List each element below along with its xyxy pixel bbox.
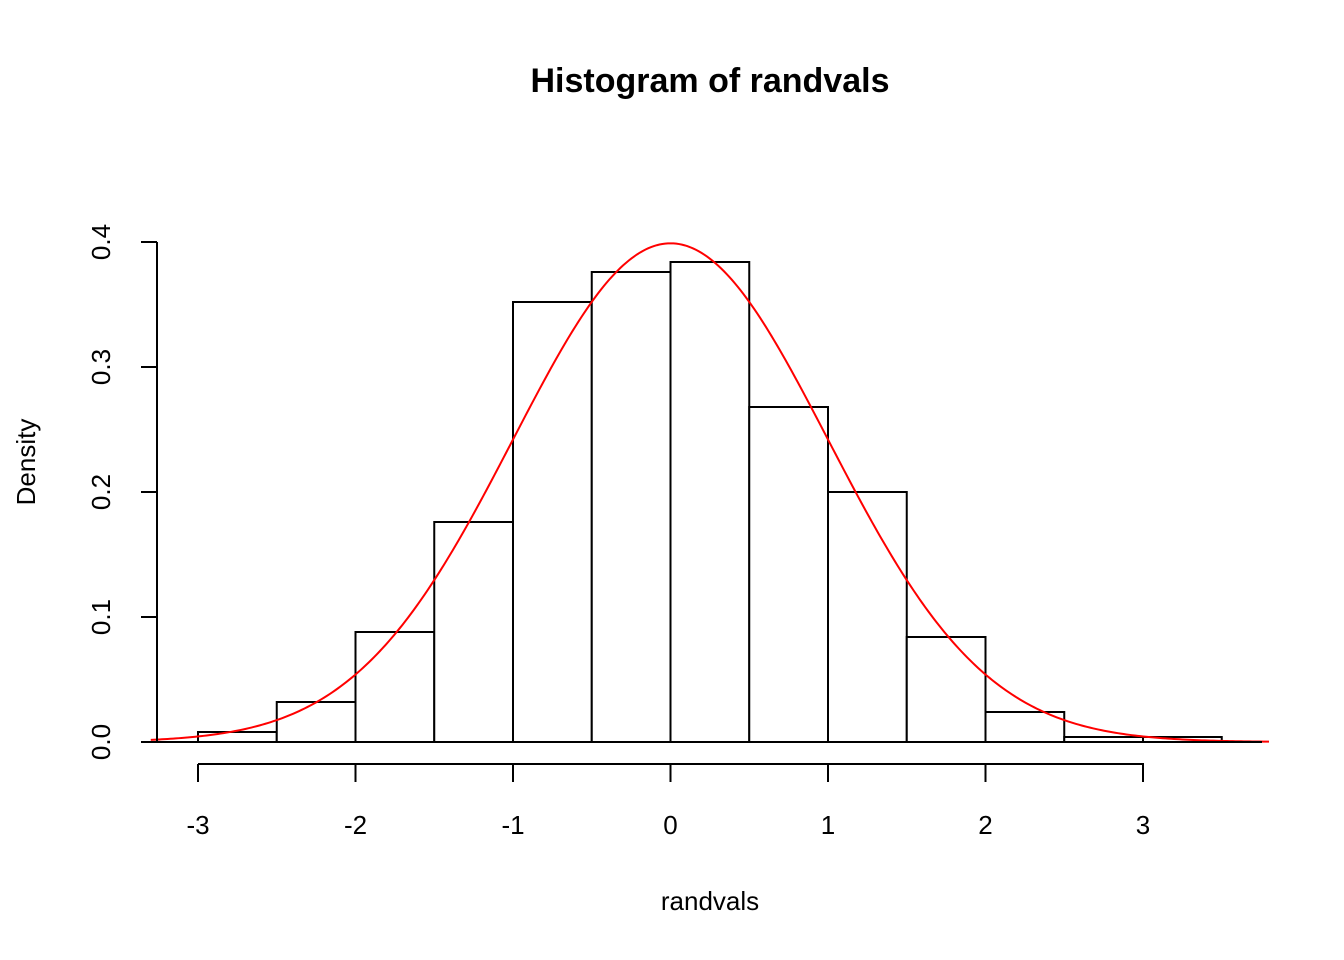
x-tick-label-6: 3	[1136, 810, 1150, 840]
histogram-bar-1	[275, 701, 357, 743]
histogram-bar-6	[669, 261, 751, 743]
x-axis-title: randvals	[661, 886, 759, 916]
y-tick-label-0: 0.0	[86, 724, 116, 760]
histogram-bar-0	[197, 731, 278, 743]
histogram-bar-3	[433, 521, 514, 743]
x-ticks: -3 -2 -1 0 1 2 3	[186, 764, 1150, 840]
histogram-bars	[197, 261, 1223, 743]
x-tick-label-5: 2	[978, 810, 992, 840]
y-axis: 0.0 0.1 0.2 0.3 0.4	[86, 224, 158, 760]
x-axis: -3 -2 -1 0 1 2 3	[186, 763, 1150, 840]
x-tick-label-4: 1	[821, 810, 835, 840]
histogram-bar-7	[748, 406, 829, 743]
histogram-bar-2	[354, 631, 436, 743]
histogram-bar-8	[827, 491, 908, 743]
x-tick-label-1: -2	[344, 810, 367, 840]
x-tick-label-2: -1	[501, 810, 524, 840]
x-tick-label-0: -3	[186, 810, 209, 840]
histogram-bar-9	[905, 636, 987, 743]
x-tick-label-3: 0	[663, 810, 677, 840]
y-tick-label-3: 0.3	[86, 349, 116, 385]
y-ticks: 0.0 0.1 0.2 0.3 0.4	[86, 224, 157, 760]
normal-density-curve	[150, 242, 1270, 743]
y-tick-label-2: 0.2	[86, 474, 116, 510]
histogram-bar-4	[512, 301, 593, 743]
y-tick-label-1: 0.1	[86, 599, 116, 635]
y-axis-title: Density	[11, 419, 41, 506]
chart-title: Histogram of randvals	[531, 62, 890, 100]
histogram-bar-5	[590, 271, 672, 743]
y-tick-label-4: 0.4	[86, 224, 116, 260]
